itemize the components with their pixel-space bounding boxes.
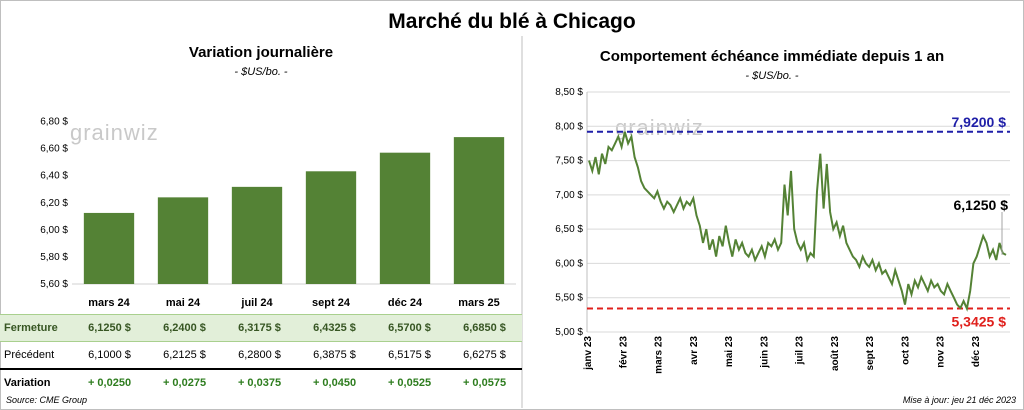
category-label: sept 24 [312, 297, 351, 309]
bar-watermark: grainwiz [70, 120, 159, 145]
x-tick-label: janv 23 [583, 336, 594, 371]
table-cell: 6,6850 $ [447, 314, 522, 342]
update-note: Mise à jour: jeu 21 déc 2023 [902, 395, 1016, 405]
y-tick-label: 6,40 $ [40, 171, 68, 182]
table-cell: 6,1000 $ [88, 349, 131, 361]
bar-chart: grainwiz 5,60 $ 5,80 $ 6,00 $ 6,20 $ 6,40 $ 6… [40, 117, 516, 309]
table-row-close: Fermeture 6,1250 $ 6,2400 $ 6,3175 $ 6,4… [0, 314, 522, 342]
x-tick-label: oct 23 [900, 336, 911, 365]
table-cell: 6,6275 $ [463, 349, 506, 361]
y-tick-label: 6,20 $ [40, 198, 68, 209]
table-row-previous: Précédent 6,1000 $ 6,2125 $ 6,2800 $ 6,3… [0, 342, 522, 370]
table-cell: + 0,0375 [222, 368, 297, 396]
table-cell: 6,3875 $ [313, 349, 356, 361]
table-cell: 6,5175 $ [388, 349, 431, 361]
y-tick-label: 6,80 $ [40, 117, 68, 128]
bar [83, 212, 135, 284]
table-cell: 6,1250 $ [72, 314, 147, 342]
bar [231, 186, 283, 284]
y-tick-label: 7,50 $ [555, 156, 583, 167]
low-label: 5,3425 $ [952, 314, 1007, 330]
bar [305, 171, 357, 284]
table-cell: 6,5700 $ [372, 314, 447, 342]
category-label: mai 24 [166, 297, 201, 309]
y-tick-label: 5,50 $ [555, 293, 583, 304]
table-cell: + 0,0250 [72, 368, 147, 396]
x-tick-label: août 23 [830, 336, 841, 371]
x-tick-label: mars 23 [654, 336, 665, 374]
x-tick-label: sept 23 [865, 336, 876, 371]
bar [379, 152, 431, 284]
bar [157, 197, 209, 284]
category-label: mars 24 [88, 297, 130, 309]
x-tick-label: juil 23 [795, 336, 806, 366]
y-tick-label: 6,00 $ [555, 258, 583, 269]
row-label: Précédent [4, 349, 55, 361]
table-cell: 6,4325 $ [297, 314, 372, 342]
table-cell: 6,2400 $ [147, 314, 222, 342]
y-tick-label: 6,60 $ [40, 144, 68, 155]
x-tick-label: déc 23 [971, 336, 982, 368]
x-tick-label: avr 23 [689, 336, 700, 365]
x-tick-label: mai 23 [724, 336, 735, 368]
y-tick-label: 5,00 $ [555, 327, 583, 338]
page-title: Marché du blé à Chicago [388, 10, 636, 33]
y-tick-label: 5,80 $ [40, 252, 68, 263]
row-label: Variation [0, 368, 72, 396]
left-chart-title: Variation journalière [188, 44, 334, 61]
table-cell: + 0,0275 [147, 368, 222, 396]
table-cell: 6,3175 $ [222, 314, 297, 342]
y-tick-label: 6,00 $ [40, 225, 68, 236]
right-chart-title: Comportement échéance immédiate depuis 1… [599, 48, 945, 65]
row-label: Fermeture [0, 314, 72, 342]
y-tick-label: 6,50 $ [555, 224, 583, 235]
table-cell: + 0,0575 [447, 368, 522, 396]
x-tick-label: nov 23 [936, 336, 947, 368]
last-value-label: 6,1250 $ [954, 197, 1009, 213]
high-label: 7,9200 $ [952, 114, 1007, 130]
y-tick-label: 5,60 $ [40, 279, 68, 290]
table-cell: + 0,0450 [297, 368, 372, 396]
left-chart-subtitle: - $US/bo. - [234, 66, 288, 78]
category-label: déc 24 [388, 297, 423, 309]
right-chart-subtitle: - $US/bo. - [745, 70, 799, 82]
y-tick-label: 7,00 $ [555, 190, 583, 201]
y-tick-label: 8,50 $ [555, 87, 583, 98]
bar [453, 137, 505, 284]
table-row-variation: Variation + 0,0250 + 0,0275 + 0,0375 + 0… [0, 368, 522, 396]
table-cell: 6,2800 $ [238, 349, 281, 361]
category-label: juil 24 [240, 297, 273, 309]
x-tick-label: févr 23 [618, 336, 629, 369]
table-cell: + 0,0525 [372, 368, 447, 396]
price-series-line [588, 131, 1007, 312]
contracts-table: Fermeture 6,1250 $ 6,2400 $ 6,3175 $ 6,4… [0, 314, 522, 396]
category-label: mars 25 [458, 297, 500, 309]
source-note: Source: CME Group [6, 395, 88, 405]
line-watermark: grainwiz [615, 115, 704, 140]
table-cell: 6,2125 $ [163, 349, 206, 361]
line-chart: grainwiz 5,00 $ 5,50 $ 6,00 $ 6,50 $ 7,00 $ 7… [555, 87, 1010, 374]
x-tick-label: juin 23 [759, 336, 770, 369]
y-tick-label: 8,00 $ [555, 121, 583, 132]
